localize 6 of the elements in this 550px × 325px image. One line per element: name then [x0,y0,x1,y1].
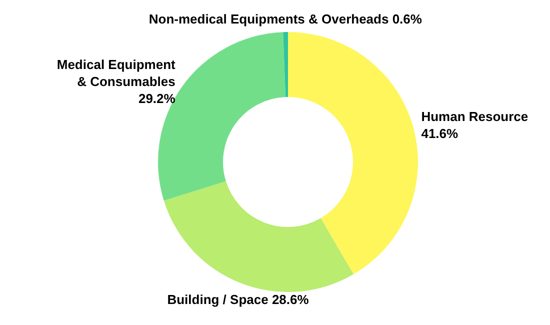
data-label: 41.6% [421,126,459,142]
slice-label: Human Resource [421,109,528,124]
data-label: 29.2% [138,90,176,106]
slice-label: Non-medical Equipments & Overheads 0.6% [148,12,422,27]
slice-label: Medical Equipment & Consumables [56,56,176,89]
slice-label: Building / Space 28.6% [167,292,310,308]
